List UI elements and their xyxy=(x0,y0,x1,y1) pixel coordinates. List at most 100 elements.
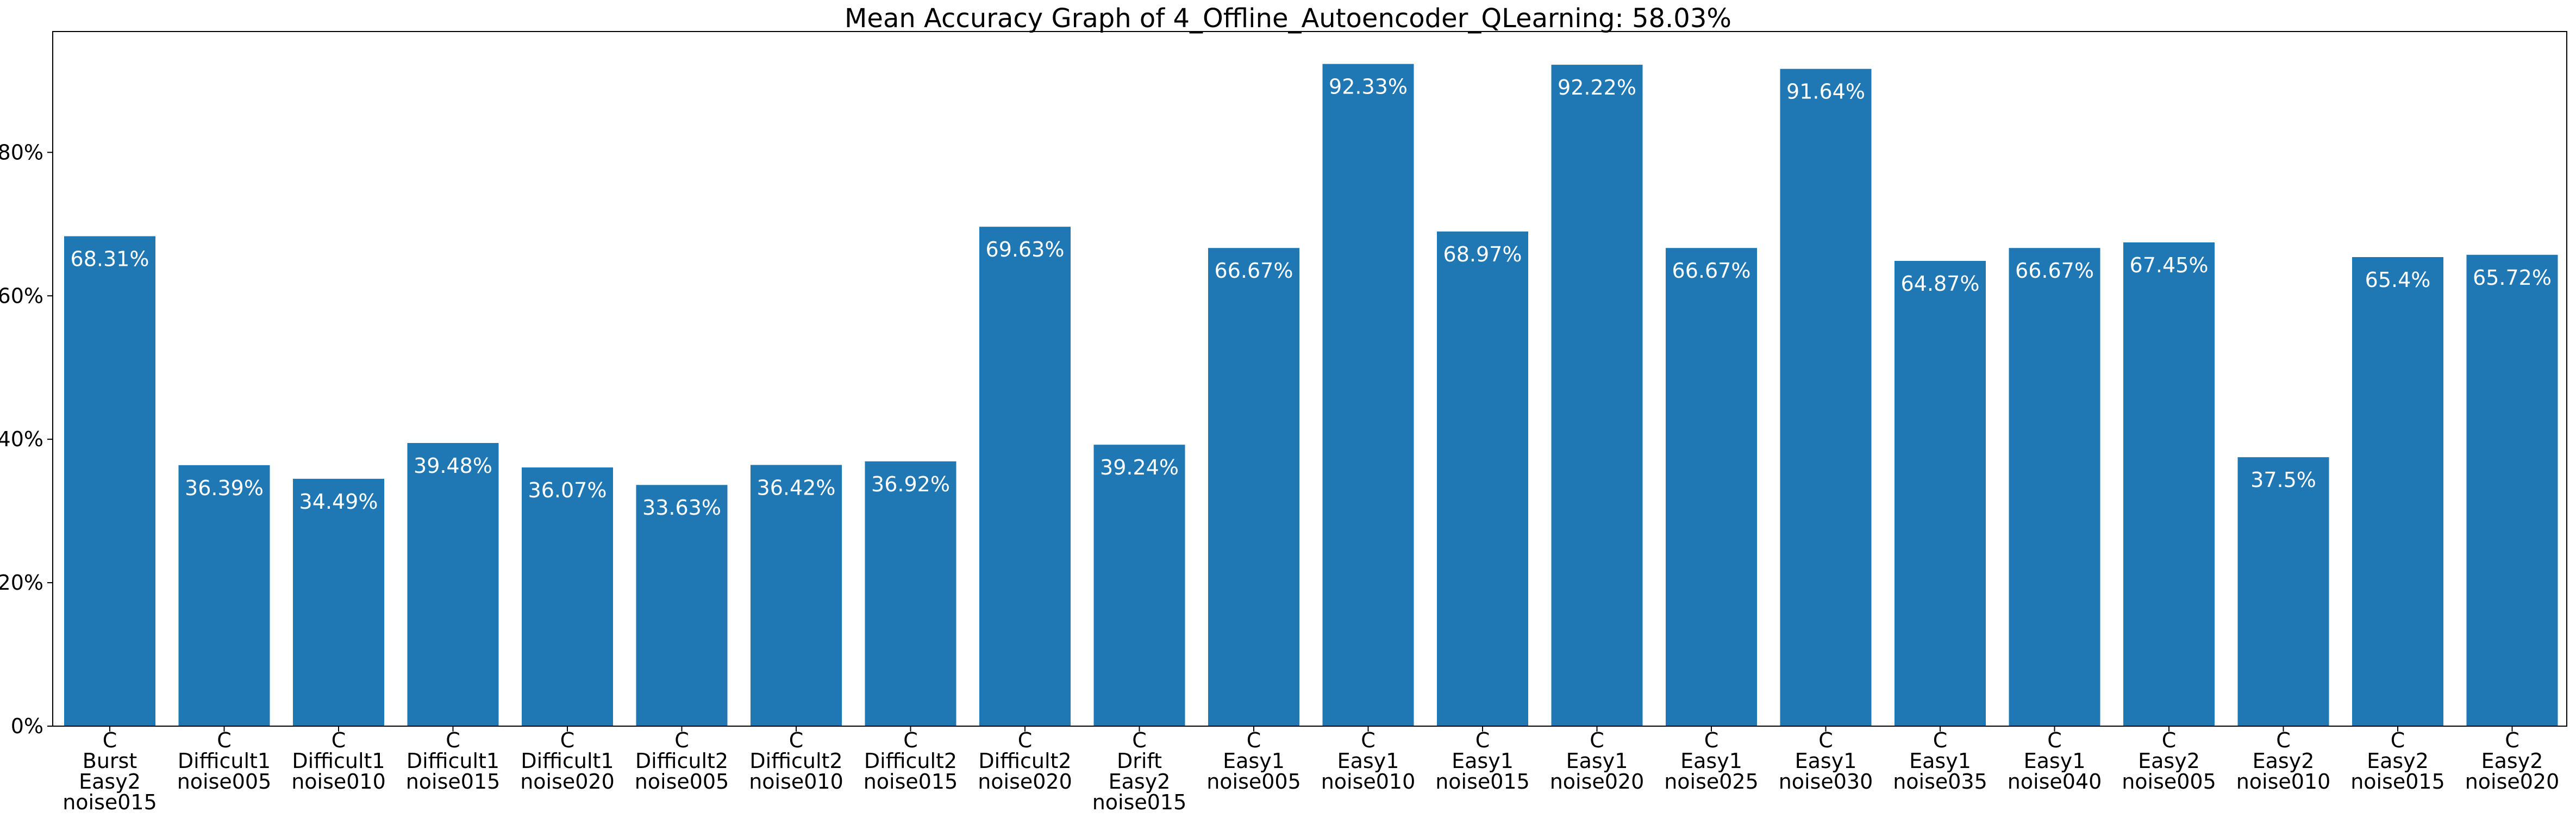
x-tick-label-line: C xyxy=(1361,728,1375,752)
x-tick-label-line: C xyxy=(217,728,232,752)
bar-value-label: 33.63% xyxy=(642,496,721,520)
x-tick-label-line: C xyxy=(1704,728,1719,752)
x-tick-label-line: C xyxy=(2505,728,2519,752)
x-tick-label-line: C xyxy=(1818,728,1833,752)
x-tick-label-line: Easy2 xyxy=(2138,749,2200,773)
x-tick-label-line: C xyxy=(1018,728,1033,752)
bar-value-label: 92.22% xyxy=(1558,76,1636,99)
x-tick-label-line: C xyxy=(103,728,117,752)
x-tick-label: C Easy2 noise005 xyxy=(2122,728,2216,794)
x-tick-label: C Difficult2 noise020 xyxy=(978,728,1072,794)
x-tick-label: C Difficult1 noise005 xyxy=(177,728,272,794)
bar-value-label: 91.64% xyxy=(1786,80,1865,104)
x-tick-label-line: Easy2 xyxy=(79,770,141,794)
x-tick-label-line: Difficult1 xyxy=(178,749,271,773)
bar xyxy=(1666,248,1757,726)
x-tick-label-line: C xyxy=(2391,728,2405,752)
x-tick-label-line: Difficult1 xyxy=(407,749,499,773)
y-tick-label: 80% xyxy=(0,140,43,164)
x-tick-label: C Burst Easy2 noise015 xyxy=(62,728,157,814)
x-tick-label-line: Easy1 xyxy=(2024,749,2086,773)
x-tick-label-line: Difficult1 xyxy=(521,749,614,773)
bars-layer xyxy=(64,64,2558,727)
x-tick-label: C Difficult1 noise010 xyxy=(291,728,386,794)
y-tick-label: 40% xyxy=(0,427,43,451)
bar xyxy=(1780,68,1872,727)
x-tick-label-line: Burst xyxy=(83,749,137,773)
x-tick-label-line: Easy1 xyxy=(1680,749,1742,773)
bar-value-label: 34.49% xyxy=(299,490,378,514)
bar xyxy=(1895,260,1986,726)
bar-value-label: 36.07% xyxy=(528,478,607,502)
x-tick-label-line: Easy1 xyxy=(1223,749,1285,773)
x-tick-label-line: Easy1 xyxy=(1337,749,1399,773)
bar-value-label: 66.67% xyxy=(1215,259,1293,283)
bar xyxy=(1551,65,1643,726)
x-tick-label: C Easy1 noise040 xyxy=(2008,728,2102,794)
bar xyxy=(979,227,1071,727)
bar-value-label: 66.67% xyxy=(2015,259,2094,283)
x-tick-label-line: noise005 xyxy=(1206,770,1301,794)
x-tick-label: C Drift Easy2 noise015 xyxy=(1092,728,1187,814)
x-tick-label-line: Easy2 xyxy=(2481,749,2543,773)
x-tick-label-line: C xyxy=(2047,728,2062,752)
x-tick-label-line: Easy1 xyxy=(1909,749,1971,773)
y-axis: 0% 20% 40% 60% 80% xyxy=(0,140,53,738)
x-tick-label-line: C xyxy=(2162,728,2177,752)
x-tick-label: C Difficult2 noise005 xyxy=(635,728,729,794)
x-tick-label: C Difficult1 noise020 xyxy=(520,728,615,794)
x-tick-label: C Easy2 noise010 xyxy=(2236,728,2331,794)
x-tick-label-line: noise015 xyxy=(1092,790,1187,814)
bar xyxy=(1208,248,1299,726)
x-tick-label-line: Difficult2 xyxy=(749,749,842,773)
x-tick-label: C Difficult2 noise010 xyxy=(749,728,843,794)
x-tick-label: C Easy1 noise005 xyxy=(1206,728,1301,794)
x-tick-label-line: noise040 xyxy=(2008,770,2102,794)
bar xyxy=(2352,257,2443,726)
bar xyxy=(636,485,728,726)
bar-value-label: 69.63% xyxy=(986,238,1065,261)
bar xyxy=(293,478,384,726)
x-tick-label-line: Difficult2 xyxy=(635,749,728,773)
x-tick-label: C Easy1 noise020 xyxy=(1550,728,1645,794)
bar xyxy=(1093,445,1185,726)
x-tick-label-line: noise035 xyxy=(1893,770,1987,794)
x-tick-label-line: noise010 xyxy=(1321,770,1416,794)
bar-value-label: 64.87% xyxy=(1901,272,1980,296)
x-tick-label-line: Easy1 xyxy=(1795,749,1857,773)
x-tick-label: C Difficult1 noise015 xyxy=(406,728,501,794)
x-tick-label: C Easy1 noise030 xyxy=(1779,728,1873,794)
x-tick-label: C Easy1 noise035 xyxy=(1893,728,1987,794)
x-tick-label-line: noise010 xyxy=(749,770,843,794)
y-tick-label: 60% xyxy=(0,284,43,308)
x-tick-label-line: noise020 xyxy=(520,770,615,794)
x-tick-label-line: C xyxy=(674,728,689,752)
x-tick-label-line: C xyxy=(903,728,918,752)
bar xyxy=(407,443,499,726)
x-tick-label: C Easy1 noise015 xyxy=(1435,728,1530,794)
bar-value-label: 65.4% xyxy=(2365,268,2431,292)
x-tick-label-line: C xyxy=(446,728,460,752)
x-tick-label-line: C xyxy=(332,728,346,752)
bar xyxy=(178,465,270,726)
x-tick-label-line: noise010 xyxy=(2236,770,2331,794)
x-tick-label-line: Difficult2 xyxy=(978,749,1071,773)
bar-value-label: 39.24% xyxy=(1100,455,1179,479)
bar xyxy=(2009,248,2100,726)
bar-value-label: 39.48% xyxy=(414,454,492,478)
chart-title: Mean Accuracy Graph of 4_Offline_Autoenc… xyxy=(845,3,1731,34)
bar xyxy=(751,465,842,726)
x-tick-label-line: C xyxy=(1590,728,1604,752)
bar-value-label: 36.92% xyxy=(871,472,950,496)
x-tick-label-line: noise030 xyxy=(1779,770,1873,794)
x-tick-label-line: C xyxy=(1933,728,1948,752)
x-tick-label: C Easy1 noise025 xyxy=(1664,728,1759,794)
x-tick-label-line: noise020 xyxy=(2465,770,2560,794)
x-tick-label-line: C xyxy=(2276,728,2291,752)
x-tick-label-line: noise005 xyxy=(2122,770,2216,794)
x-tick-label-line: noise025 xyxy=(1664,770,1759,794)
bar xyxy=(522,467,613,726)
